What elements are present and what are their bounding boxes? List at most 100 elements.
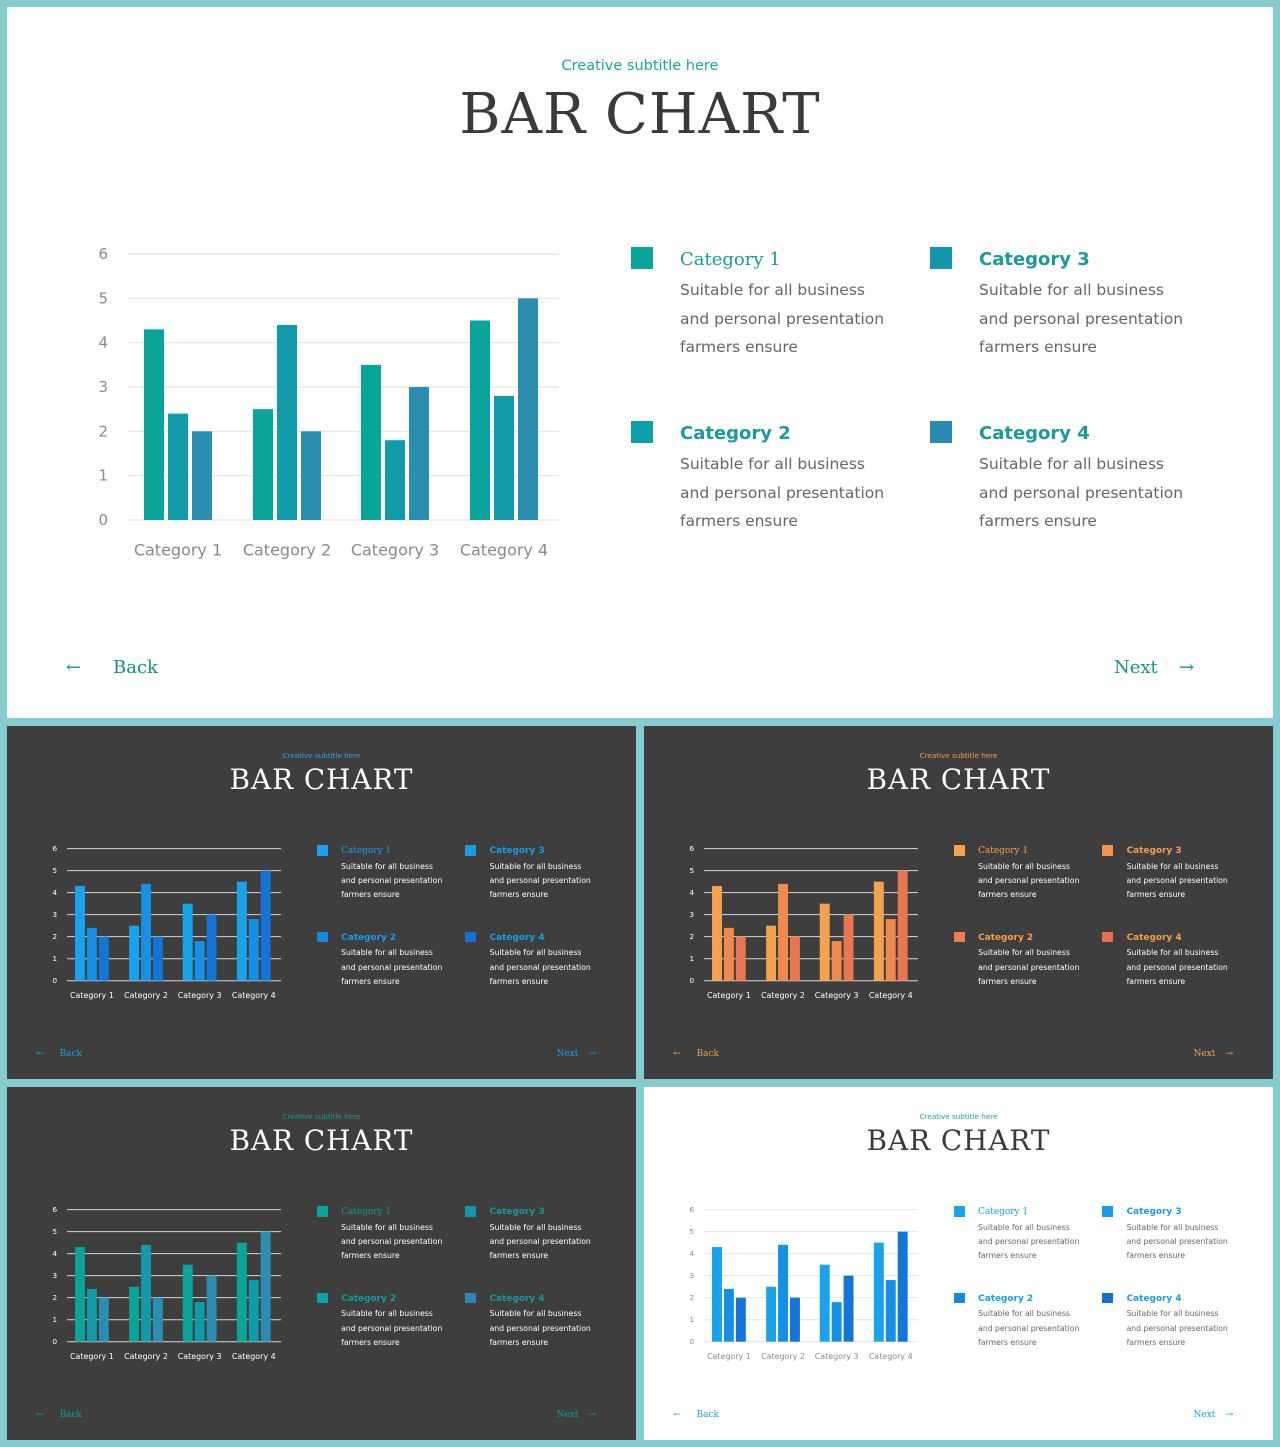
legend-description: Suitable for all business	[341, 948, 433, 958]
legend-description: Suitable for all business	[341, 862, 433, 872]
back-arrow-icon[interactable]: ←	[66, 657, 82, 678]
x-tick-label: Category 1	[70, 1352, 114, 1361]
y-tick-label: 0	[689, 976, 694, 985]
legend-description: farmers ensure	[341, 976, 400, 986]
y-tick-label: 4	[689, 888, 694, 897]
slide-subtitle: Creative subtitle here	[919, 1112, 998, 1122]
legend-description: Suitable for all business	[978, 948, 1070, 958]
legend-description: farmers ensure	[341, 1337, 400, 1347]
slide-title: BAR CHART	[866, 1123, 1051, 1157]
next-arrow-icon[interactable]: →	[1179, 657, 1195, 678]
legend-description: Suitable for all business	[978, 862, 1070, 872]
back-arrow-icon[interactable]: ←	[673, 1048, 681, 1059]
bar	[206, 1275, 217, 1342]
next-button[interactable]: Next	[1193, 1048, 1216, 1059]
legend-category-name: Category 4	[489, 932, 545, 943]
bar	[361, 364, 381, 520]
next-arrow-icon[interactable]: →	[588, 1409, 597, 1420]
bar	[831, 1302, 842, 1342]
bar	[735, 1297, 746, 1342]
y-tick-label: 5	[98, 289, 108, 307]
bar	[75, 1247, 85, 1342]
y-tick-label: 1	[98, 467, 108, 485]
y-tick-label: 6	[689, 844, 694, 853]
legend-description: farmers ensure	[978, 1337, 1037, 1347]
y-tick-label: 0	[52, 1337, 57, 1346]
back-button[interactable]: Back	[59, 1409, 82, 1420]
y-tick-label: 1	[689, 1315, 694, 1324]
legend-description: Suitable for all business	[1126, 1223, 1219, 1233]
y-tick-label: 4	[689, 1249, 694, 1258]
bar	[260, 1231, 271, 1342]
y-tick-label: 1	[689, 954, 694, 963]
next-arrow-icon[interactable]: →	[1225, 1048, 1234, 1059]
bar	[778, 1244, 788, 1342]
bar	[182, 1264, 193, 1342]
bar	[253, 409, 273, 520]
legend-swatch	[465, 1206, 477, 1218]
x-tick-label: Category 2	[243, 541, 331, 560]
back-arrow-icon[interactable]: ←	[673, 1409, 681, 1420]
legend-description: farmers ensure	[680, 512, 798, 530]
legend-category-name: Category 1	[680, 249, 781, 270]
legend-swatch	[953, 1206, 965, 1218]
bar	[385, 440, 405, 520]
bar	[248, 919, 259, 981]
y-tick-label: 5	[689, 1227, 694, 1236]
bar	[98, 1297, 109, 1342]
next-arrow-icon[interactable]: →	[588, 1048, 597, 1059]
legend-category-name: Category 2	[680, 423, 791, 444]
bar	[260, 870, 271, 981]
y-tick-label: 5	[689, 866, 694, 875]
bar	[766, 1286, 777, 1342]
bar	[873, 881, 884, 981]
x-tick-label: Category 3	[178, 991, 222, 1000]
legend-description: and personal presentation	[978, 876, 1080, 886]
x-tick-label: Category 3	[351, 541, 439, 560]
x-tick-label: Category 1	[134, 541, 222, 560]
slide-subtitle: Creative subtitle here	[561, 58, 719, 74]
legend-description: farmers ensure	[978, 890, 1037, 900]
legend-swatch	[465, 931, 477, 943]
x-tick-label: Category 2	[761, 991, 805, 1000]
y-tick-label: 4	[52, 1249, 57, 1258]
back-arrow-icon[interactable]: ←	[36, 1048, 44, 1059]
next-arrow-icon[interactable]: →	[1225, 1409, 1234, 1420]
y-tick-label: 2	[689, 932, 694, 941]
back-button[interactable]: Back	[696, 1409, 719, 1420]
bar	[766, 925, 777, 981]
bar	[141, 1244, 151, 1342]
back-button[interactable]: Back	[696, 1048, 719, 1059]
back-button[interactable]: Back	[113, 657, 158, 678]
bar-chart: 0 1 2 3 4 5 6 Category 1 Category 2 Category 3 Cat…	[98, 245, 559, 560]
next-button[interactable]: Next	[556, 1048, 579, 1059]
bar	[518, 298, 538, 520]
bar	[194, 941, 205, 981]
bar	[843, 1275, 854, 1342]
bar	[819, 1264, 830, 1342]
legend-swatch	[1102, 931, 1114, 943]
y-tick-label: 0	[98, 511, 108, 529]
legend-category-name: Category 2	[978, 932, 1034, 943]
y-tick-label: 0	[689, 1337, 694, 1346]
slide-blue-light: Creative subtitle here BAR CHART 0 1 2 3 4 5 6 Ca…	[644, 1087, 1273, 1440]
legend-description: Suitable for all business	[341, 1309, 433, 1319]
legend-swatch	[631, 247, 653, 269]
next-button[interactable]: Next	[556, 1409, 579, 1420]
next-button[interactable]: Next	[1114, 657, 1158, 678]
y-tick-label: 2	[52, 932, 57, 941]
x-tick-label: Category 4	[869, 991, 913, 1000]
legend-description: Suitable for all business	[341, 1223, 433, 1233]
legend-category-name: Category 3	[489, 1207, 545, 1218]
bar	[152, 1297, 163, 1342]
bar	[778, 883, 788, 981]
back-arrow-icon[interactable]: ←	[36, 1409, 44, 1420]
x-tick-label: Category 1	[70, 991, 114, 1000]
back-button[interactable]: Back	[59, 1048, 82, 1059]
next-button[interactable]: Next	[1193, 1409, 1216, 1420]
y-tick-label: 4	[98, 334, 108, 352]
bar	[192, 431, 212, 520]
legend-swatch	[316, 1292, 328, 1304]
legend-description: and personal presentation	[978, 962, 1080, 972]
y-tick-label: 3	[689, 910, 694, 919]
